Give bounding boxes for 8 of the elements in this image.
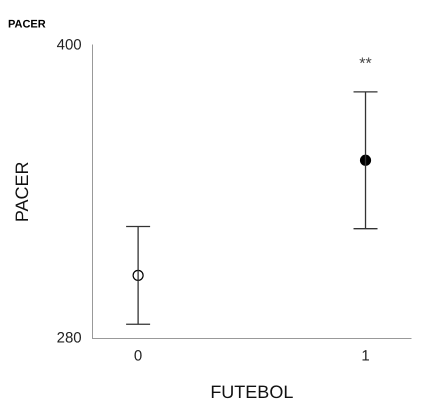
y-tick-label: 400 <box>56 36 82 54</box>
y-axis-title: PACER <box>12 161 32 222</box>
y-tick-label: 280 <box>56 330 82 347</box>
x-axis-title: FUTEBOL <box>210 382 294 402</box>
x-tick-label: 0 <box>134 348 142 365</box>
chart-title: PACER <box>8 18 46 31</box>
annotation: ** <box>359 55 372 72</box>
x-tick-label: 1 <box>361 348 370 365</box>
